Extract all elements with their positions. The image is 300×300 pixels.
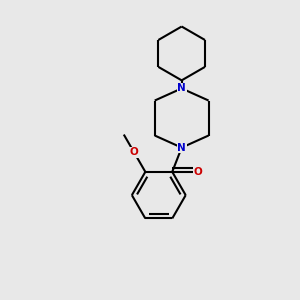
Text: O: O (193, 167, 202, 177)
Text: O: O (130, 147, 138, 157)
Text: N: N (177, 83, 186, 93)
Text: N: N (177, 142, 186, 153)
